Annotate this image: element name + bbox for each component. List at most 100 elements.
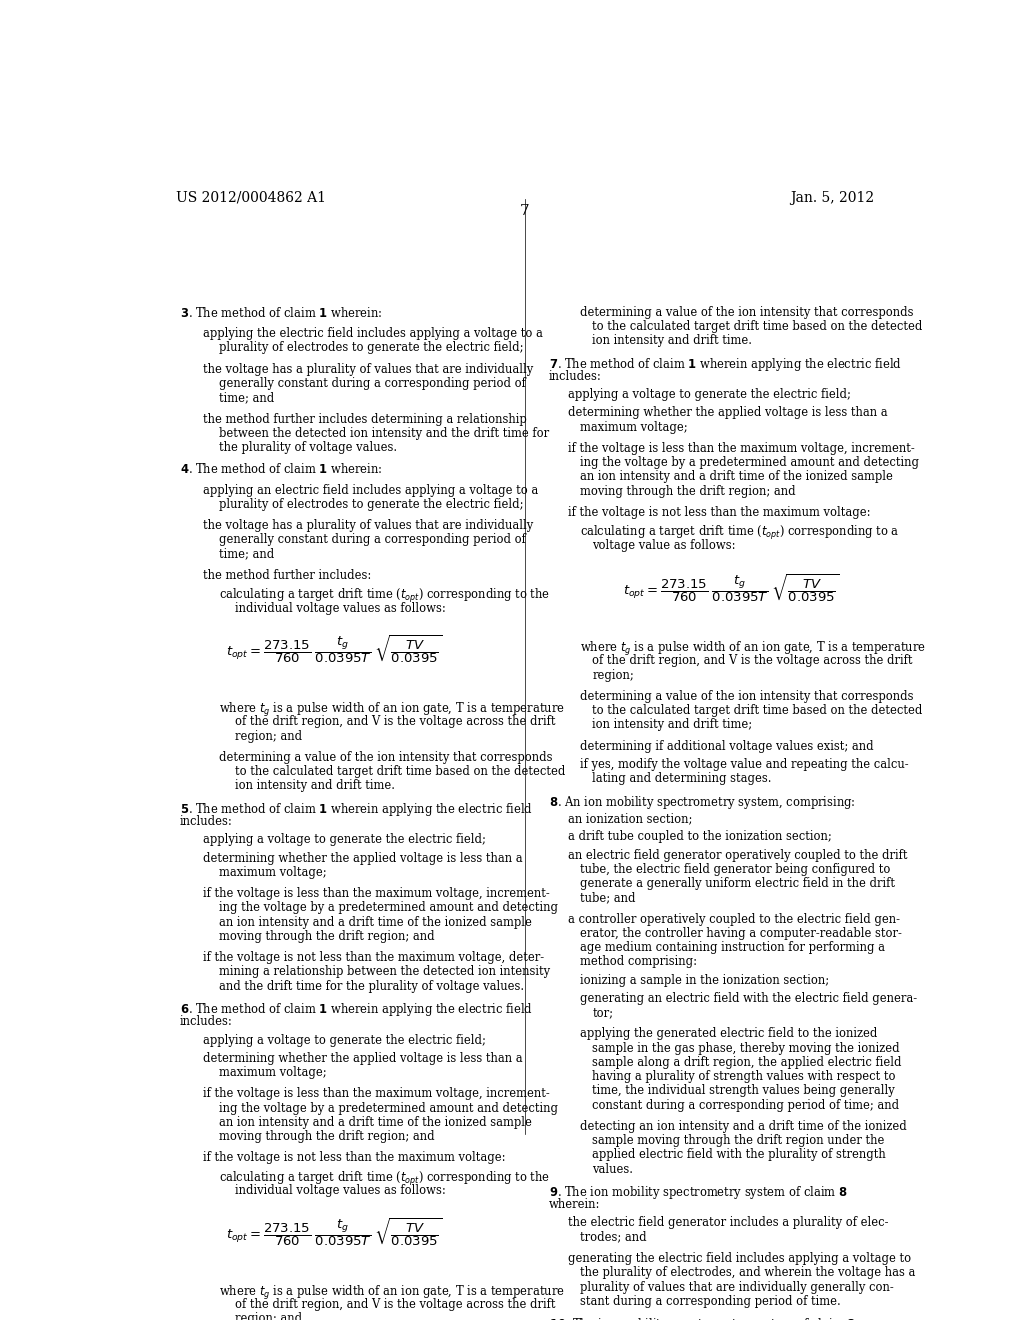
Text: applying the electric field includes applying a voltage to a: applying the electric field includes app… bbox=[204, 327, 544, 341]
Text: if the voltage is not less than the maximum voltage:: if the voltage is not less than the maxi… bbox=[204, 1151, 506, 1164]
Text: plurality of electrodes to generate the electric field;: plurality of electrodes to generate the … bbox=[219, 342, 523, 354]
Text: stant during a corresponding period of time.: stant during a corresponding period of t… bbox=[581, 1295, 841, 1308]
Text: a controller operatively coupled to the electric field gen-: a controller operatively coupled to the … bbox=[568, 912, 900, 925]
Text: ionizing a sample in the ionization section;: ionizing a sample in the ionization sect… bbox=[581, 974, 829, 986]
Text: $\mathbf{7}$. The method of claim $\mathbf{1}$ wherein applying the electric fie: $\mathbf{7}$. The method of claim $\math… bbox=[549, 355, 901, 372]
Text: applying a voltage to generate the electric field;: applying a voltage to generate the elect… bbox=[204, 833, 486, 846]
Text: region; and: region; and bbox=[236, 730, 302, 743]
Text: ing the voltage by a predetermined amount and detecting: ing the voltage by a predetermined amoun… bbox=[581, 457, 920, 469]
Text: $\mathbf{4}$. The method of claim $\mathbf{1}$ wherein:: $\mathbf{4}$. The method of claim $\math… bbox=[179, 462, 382, 477]
Text: tube; and: tube; and bbox=[581, 891, 636, 904]
Text: of the drift region, and V is the voltage across the drift: of the drift region, and V is the voltag… bbox=[592, 655, 912, 668]
Text: individual voltage values as follows:: individual voltage values as follows: bbox=[236, 1184, 445, 1197]
Text: $t_{opt} = \dfrac{273.15}{760}\;\dfrac{t_g}{0.0395T}\;\sqrt{\dfrac{TV}{0.0395}}$: $t_{opt} = \dfrac{273.15}{760}\;\dfrac{t… bbox=[226, 1217, 442, 1249]
Text: generating an electric field with the electric field genera-: generating an electric field with the el… bbox=[581, 991, 918, 1005]
Text: method comprising:: method comprising: bbox=[581, 956, 697, 969]
Text: moving through the drift region; and: moving through the drift region; and bbox=[219, 1130, 435, 1143]
Text: ion intensity and drift time;: ion intensity and drift time; bbox=[592, 718, 753, 731]
Text: determining whether the applied voltage is less than a: determining whether the applied voltage … bbox=[204, 851, 523, 865]
Text: voltage value as follows:: voltage value as follows: bbox=[592, 539, 736, 552]
Text: erator, the controller having a computer-readable stor-: erator, the controller having a computer… bbox=[581, 927, 902, 940]
Text: detecting an ion intensity and a drift time of the ionized: detecting an ion intensity and a drift t… bbox=[581, 1119, 907, 1133]
Text: constant during a corresponding period of time; and: constant during a corresponding period o… bbox=[592, 1098, 899, 1111]
Text: tube, the electric field generator being configured to: tube, the electric field generator being… bbox=[581, 863, 891, 875]
Text: applying the generated electric field to the ionized: applying the generated electric field to… bbox=[581, 1027, 878, 1040]
Text: 7: 7 bbox=[520, 205, 529, 218]
Text: moving through the drift region; and: moving through the drift region; and bbox=[219, 929, 435, 942]
Text: time, the individual strength values being generally: time, the individual strength values bei… bbox=[592, 1084, 895, 1097]
Text: ing the voltage by a predetermined amount and detecting: ing the voltage by a predetermined amoun… bbox=[219, 902, 558, 915]
Text: values.: values. bbox=[592, 1163, 633, 1176]
Text: plurality of values that are individually generally con-: plurality of values that are individuall… bbox=[581, 1280, 894, 1294]
Text: maximum voltage;: maximum voltage; bbox=[219, 866, 327, 879]
Text: applying an electric field includes applying a voltage to a: applying an electric field includes appl… bbox=[204, 483, 539, 496]
Text: calculating a target drift time ($t_{opt}$) corresponding to the: calculating a target drift time ($t_{opt… bbox=[219, 587, 550, 606]
Text: region; and: region; and bbox=[236, 1312, 302, 1320]
Text: sample along a drift region, the applied electric field: sample along a drift region, the applied… bbox=[592, 1056, 902, 1069]
Text: determining whether the applied voltage is less than a: determining whether the applied voltage … bbox=[568, 407, 888, 420]
Text: generally constant during a corresponding period of: generally constant during a correspondin… bbox=[219, 533, 526, 546]
Text: an electric field generator operatively coupled to the drift: an electric field generator operatively … bbox=[568, 849, 908, 862]
Text: the plurality of electrodes, and wherein the voltage has a: the plurality of electrodes, and wherein… bbox=[581, 1266, 915, 1279]
Text: of the drift region, and V is the voltage across the drift: of the drift region, and V is the voltag… bbox=[236, 1298, 556, 1311]
Text: individual voltage values as follows:: individual voltage values as follows: bbox=[236, 602, 445, 615]
Text: trodes; and: trodes; and bbox=[581, 1230, 647, 1243]
Text: applying a voltage to generate the electric field;: applying a voltage to generate the elect… bbox=[568, 388, 851, 401]
Text: $\mathbf{10}$. The ion mobility spectrometry system of claim $\mathbf{8}$: $\mathbf{10}$. The ion mobility spectrom… bbox=[549, 1316, 855, 1320]
Text: if the voltage is less than the maximum voltage, increment-: if the voltage is less than the maximum … bbox=[568, 442, 915, 455]
Text: determining if additional voltage values exist; and: determining if additional voltage values… bbox=[581, 739, 873, 752]
Text: wherein:: wherein: bbox=[549, 1199, 600, 1212]
Text: to the calculated target drift time based on the detected: to the calculated target drift time base… bbox=[236, 766, 565, 779]
Text: determining whether the applied voltage is less than a: determining whether the applied voltage … bbox=[204, 1052, 523, 1065]
Text: age medium containing instruction for performing a: age medium containing instruction for pe… bbox=[581, 941, 886, 954]
Text: where $t_g$ is a pulse width of an ion gate, T is a temperature: where $t_g$ is a pulse width of an ion g… bbox=[581, 640, 926, 659]
Text: having a plurality of strength values with respect to: having a plurality of strength values wi… bbox=[592, 1071, 896, 1084]
Text: includes:: includes: bbox=[179, 814, 232, 828]
Text: an ion intensity and a drift time of the ionized sample: an ion intensity and a drift time of the… bbox=[581, 470, 893, 483]
Text: and the drift time for the plurality of voltage values.: and the drift time for the plurality of … bbox=[219, 979, 524, 993]
Text: time; and: time; and bbox=[219, 391, 274, 404]
Text: an ionization section;: an ionization section; bbox=[568, 812, 693, 825]
Text: where $t_g$ is a pulse width of an ion gate, T is a temperature: where $t_g$ is a pulse width of an ion g… bbox=[219, 1283, 565, 1302]
Text: sample in the gas phase, thereby moving the ionized: sample in the gas phase, thereby moving … bbox=[592, 1041, 900, 1055]
Text: if the voltage is less than the maximum voltage, increment-: if the voltage is less than the maximum … bbox=[204, 1088, 550, 1101]
Text: to the calculated target drift time based on the detected: to the calculated target drift time base… bbox=[592, 319, 923, 333]
Text: $t_{opt} = \dfrac{273.15}{760}\;\dfrac{t_g}{0.0395T}\;\sqrt{\dfrac{TV}{0.0395}}$: $t_{opt} = \dfrac{273.15}{760}\;\dfrac{t… bbox=[623, 573, 840, 606]
Text: the plurality of voltage values.: the plurality of voltage values. bbox=[219, 441, 397, 454]
Text: plurality of electrodes to generate the electric field;: plurality of electrodes to generate the … bbox=[219, 498, 523, 511]
Text: $\mathbf{6}$. The method of claim $\mathbf{1}$ wherein applying the electric fie: $\mathbf{6}$. The method of claim $\math… bbox=[179, 1001, 532, 1018]
Text: US 2012/0004862 A1: US 2012/0004862 A1 bbox=[176, 191, 326, 205]
Text: the method further includes determining a relationship: the method further includes determining … bbox=[204, 413, 527, 425]
Text: includes:: includes: bbox=[179, 1015, 232, 1028]
Text: $\mathbf{3}$. The method of claim $\mathbf{1}$ wherein:: $\mathbf{3}$. The method of claim $\math… bbox=[179, 306, 382, 319]
Text: includes:: includes: bbox=[549, 370, 601, 383]
Text: generating the electric field includes applying a voltage to: generating the electric field includes a… bbox=[568, 1253, 911, 1265]
Text: calculating a target drift time ($t_{opt}$) corresponding to a: calculating a target drift time ($t_{opt… bbox=[581, 524, 900, 543]
Text: if yes, modify the voltage value and repeating the calcu-: if yes, modify the voltage value and rep… bbox=[581, 758, 909, 771]
Text: an ion intensity and a drift time of the ionized sample: an ion intensity and a drift time of the… bbox=[219, 916, 532, 928]
Text: generate a generally uniform electric field in the drift: generate a generally uniform electric fi… bbox=[581, 876, 895, 890]
Text: $\mathbf{5}$. The method of claim $\mathbf{1}$ wherein applying the electric fie: $\mathbf{5}$. The method of claim $\math… bbox=[179, 801, 532, 818]
Text: if the voltage is not less than the maximum voltage:: if the voltage is not less than the maxi… bbox=[568, 506, 871, 519]
Text: time; and: time; and bbox=[219, 548, 274, 561]
Text: Jan. 5, 2012: Jan. 5, 2012 bbox=[790, 191, 873, 205]
Text: an ion intensity and a drift time of the ionized sample: an ion intensity and a drift time of the… bbox=[219, 1115, 532, 1129]
Text: where $t_g$ is a pulse width of an ion gate, T is a temperature: where $t_g$ is a pulse width of an ion g… bbox=[219, 701, 565, 719]
Text: the voltage has a plurality of values that are individually: the voltage has a plurality of values th… bbox=[204, 519, 534, 532]
Text: $\mathbf{8}$. An ion mobility spectrometry system, comprising:: $\mathbf{8}$. An ion mobility spectromet… bbox=[549, 793, 855, 810]
Text: determining a value of the ion intensity that corresponds: determining a value of the ion intensity… bbox=[581, 306, 913, 318]
Text: a drift tube coupled to the ionization section;: a drift tube coupled to the ionization s… bbox=[568, 830, 833, 843]
Text: moving through the drift region; and: moving through the drift region; and bbox=[581, 484, 796, 498]
Text: determining a value of the ion intensity that corresponds: determining a value of the ion intensity… bbox=[219, 751, 553, 764]
Text: between the detected ion intensity and the drift time for: between the detected ion intensity and t… bbox=[219, 426, 550, 440]
Text: applying a voltage to generate the electric field;: applying a voltage to generate the elect… bbox=[204, 1034, 486, 1047]
Text: sample moving through the drift region under the: sample moving through the drift region u… bbox=[592, 1134, 885, 1147]
Text: lating and determining stages.: lating and determining stages. bbox=[592, 772, 772, 785]
Text: if the voltage is not less than the maximum voltage, deter-: if the voltage is not less than the maxi… bbox=[204, 952, 545, 964]
Text: ion intensity and drift time.: ion intensity and drift time. bbox=[592, 334, 753, 347]
Text: calculating a target drift time ($t_{opt}$) corresponding to the: calculating a target drift time ($t_{opt… bbox=[219, 1170, 550, 1188]
Text: the method further includes:: the method further includes: bbox=[204, 569, 372, 582]
Text: $t_{opt} = \dfrac{273.15}{760}\;\dfrac{t_g}{0.0395T}\;\sqrt{\dfrac{TV}{0.0395}}$: $t_{opt} = \dfrac{273.15}{760}\;\dfrac{t… bbox=[226, 635, 442, 667]
Text: maximum voltage;: maximum voltage; bbox=[219, 1067, 327, 1078]
Text: applied electric field with the plurality of strength: applied electric field with the pluralit… bbox=[592, 1148, 886, 1162]
